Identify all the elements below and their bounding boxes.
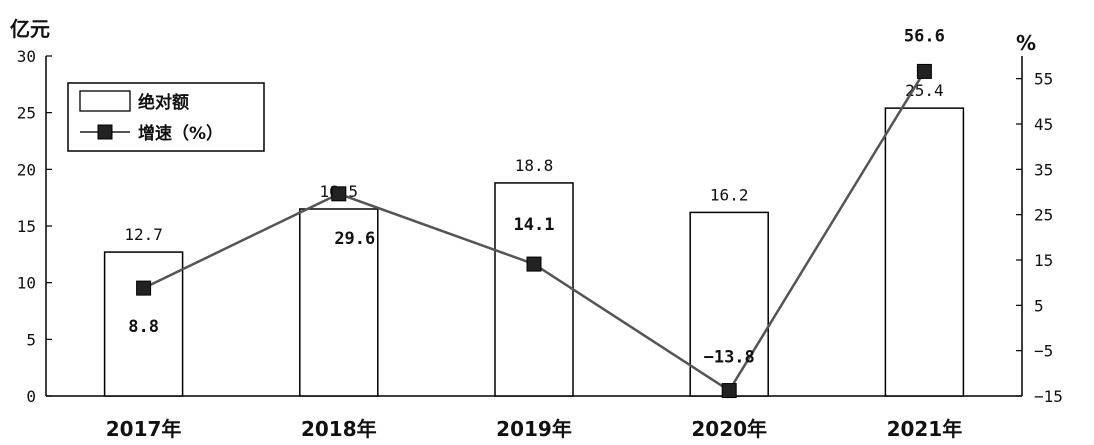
line-value-label: 14.1 xyxy=(514,215,555,235)
bar-value-label: 16.2 xyxy=(710,185,749,204)
line-marker xyxy=(916,63,932,79)
legend: 绝对额 增速（%） xyxy=(67,82,265,152)
y-right-tick-label: 25 xyxy=(1034,206,1053,225)
y-left-tick-label: 15 xyxy=(17,217,36,236)
y-left-tick-label: 10 xyxy=(17,274,36,293)
x-category-label: 2019年 xyxy=(496,417,572,441)
bar xyxy=(299,208,379,397)
y-left-tick-label: 30 xyxy=(17,47,36,66)
x-category-label: 2017年 xyxy=(106,417,182,441)
line-value-label: −13.8 xyxy=(704,348,755,368)
bar xyxy=(689,211,769,397)
y-right-tick-label: 55 xyxy=(1034,70,1053,89)
y-right-unit: % xyxy=(1016,31,1036,55)
line-marker xyxy=(526,256,542,272)
y-right-tick-label: 45 xyxy=(1034,115,1053,134)
y-left-tick-label: 5 xyxy=(26,330,36,349)
bar-value-label: 18.8 xyxy=(515,156,554,175)
y-right-ticks: −15 −5 5 15 25 35 45 55 xyxy=(1016,70,1063,406)
legend-bar-label: 绝对额 xyxy=(138,92,189,113)
line-marker xyxy=(136,280,152,296)
bar xyxy=(884,107,965,397)
line-value-label: 8.8 xyxy=(128,317,159,337)
y-right-tick-label: 15 xyxy=(1034,251,1053,270)
legend-bar-swatch xyxy=(79,90,131,112)
x-category-labels: 2017年 2018年 2019年 2020年 2021年 xyxy=(106,417,962,441)
y-left-tick-label: 25 xyxy=(17,104,36,123)
y-right-tick-label: −15 xyxy=(1034,387,1063,406)
y-right-tick-label: 5 xyxy=(1034,296,1044,315)
x-category-label: 2021年 xyxy=(887,417,963,441)
bar xyxy=(494,182,574,397)
x-category-label: 2018年 xyxy=(301,417,377,441)
y-left-ticks: 0 5 10 15 20 25 30 xyxy=(17,47,52,406)
y-left-tick-label: 0 xyxy=(26,387,36,406)
line-value-label: 56.6 xyxy=(904,26,945,46)
y-left-tick-label: 20 xyxy=(17,160,36,179)
y-left-unit: 亿元 xyxy=(10,17,50,41)
line-value-label: 29.6 xyxy=(334,229,375,249)
x-category-label: 2020年 xyxy=(691,417,767,441)
line-marker xyxy=(331,186,347,202)
y-right-tick-label: −5 xyxy=(1034,342,1053,361)
line-marker xyxy=(721,383,737,399)
bar-value-label: 12.7 xyxy=(124,225,163,244)
legend-line-marker xyxy=(97,124,113,140)
bar-value-label: 25.4 xyxy=(905,81,944,100)
y-right-tick-label: 35 xyxy=(1034,160,1053,179)
legend-line-label: 增速（%） xyxy=(138,123,223,144)
line-series: 8.8 29.6 14.1 −13.8 56.6 xyxy=(128,26,945,399)
